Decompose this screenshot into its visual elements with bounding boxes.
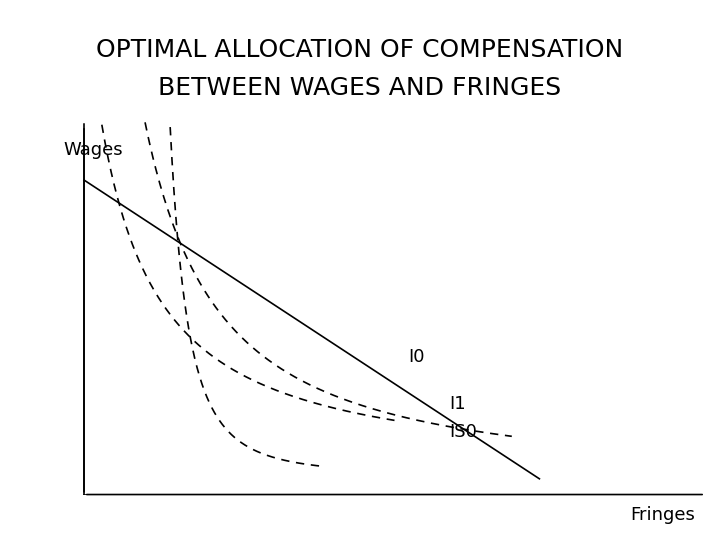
Text: OPTIMAL ALLOCATION OF COMPENSATION: OPTIMAL ALLOCATION OF COMPENSATION — [96, 38, 624, 62]
Text: I1: I1 — [450, 395, 467, 413]
Text: Fringes: Fringes — [630, 507, 695, 524]
Text: I0: I0 — [408, 348, 425, 366]
Text: Wages: Wages — [63, 141, 123, 159]
Text: IS0: IS0 — [450, 423, 477, 441]
Text: BETWEEN WAGES AND FRINGES: BETWEEN WAGES AND FRINGES — [158, 76, 562, 99]
